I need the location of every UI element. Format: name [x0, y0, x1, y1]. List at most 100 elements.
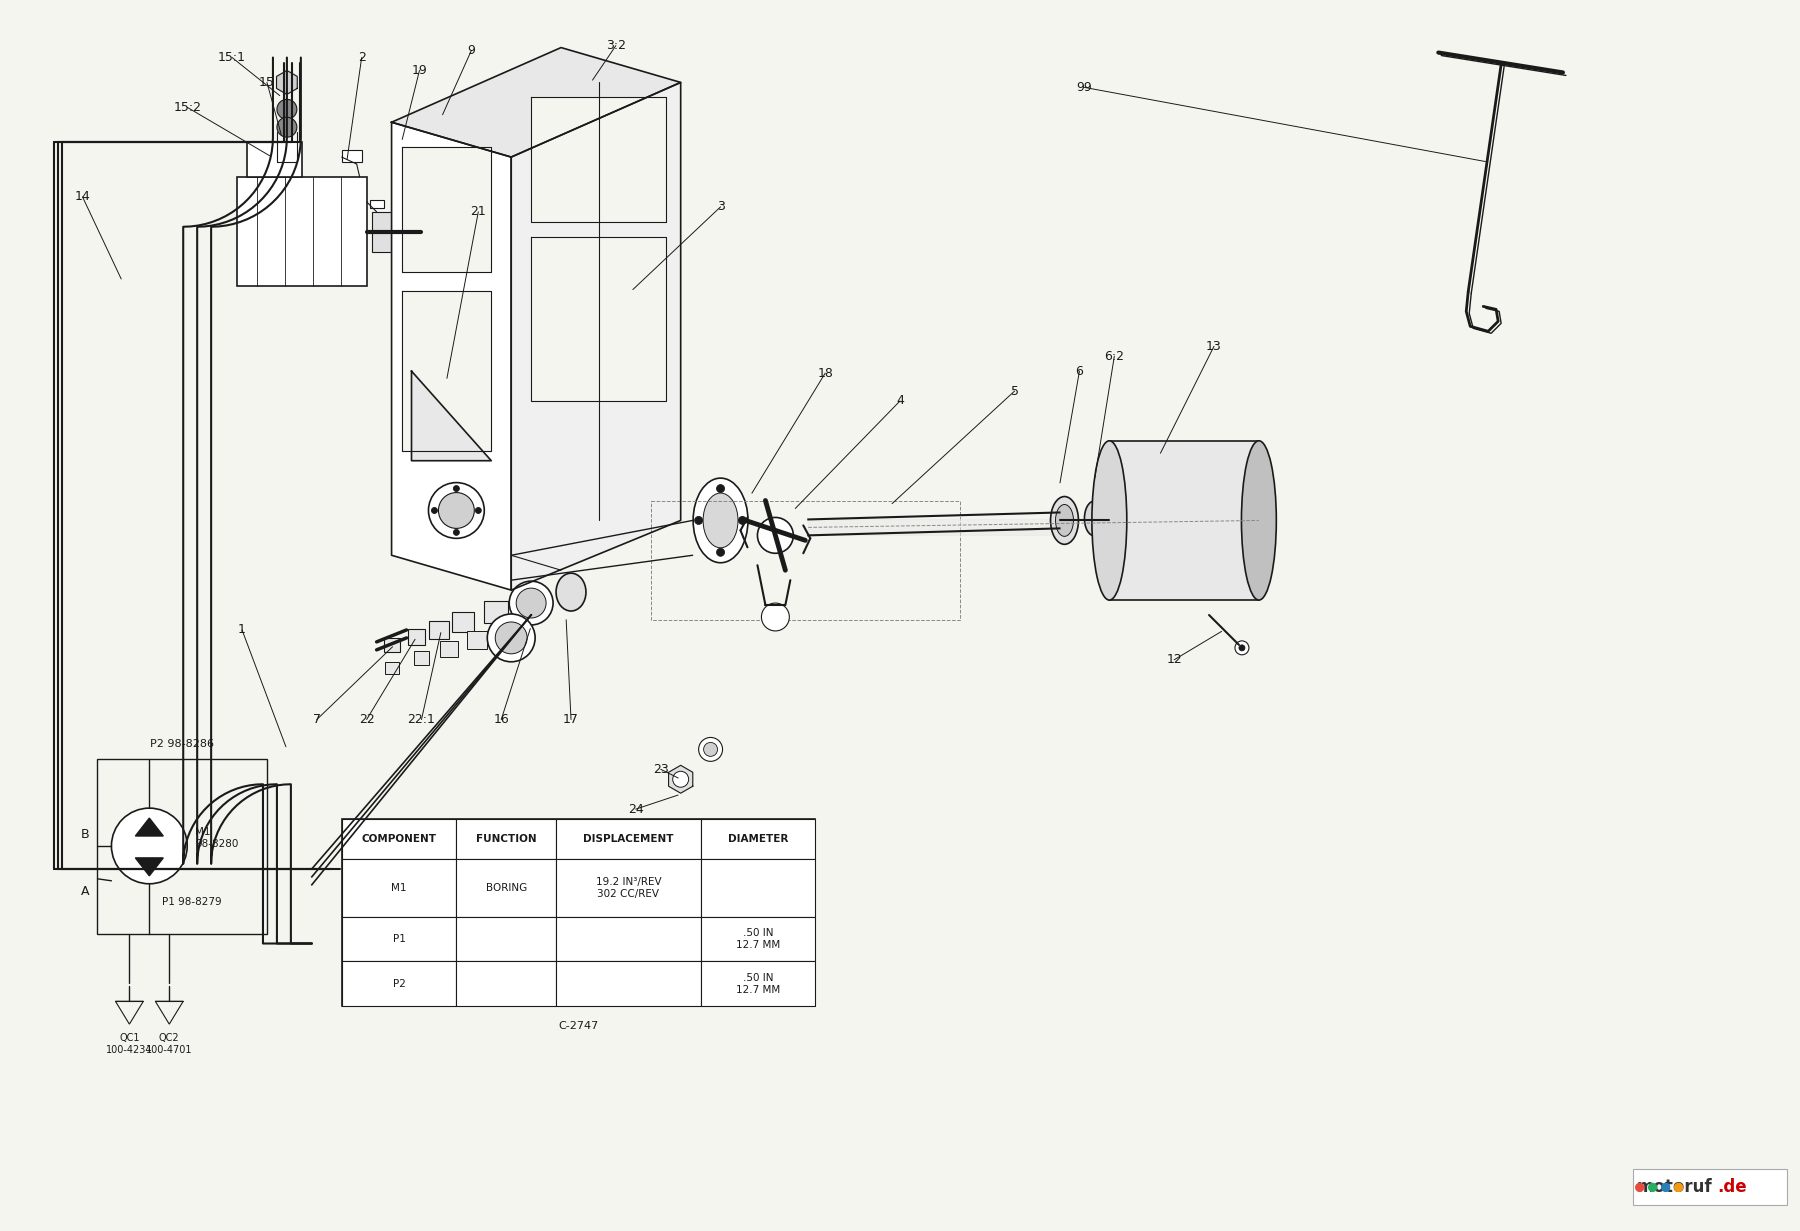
Circle shape	[761, 603, 790, 632]
Text: .50 IN
12.7 MM: .50 IN 12.7 MM	[736, 972, 779, 995]
Bar	[414, 651, 430, 665]
Bar	[556, 859, 700, 917]
Text: 18: 18	[817, 367, 833, 379]
Bar	[385, 662, 398, 673]
Bar	[700, 917, 815, 961]
Bar	[556, 961, 700, 1006]
Text: 14: 14	[74, 191, 90, 203]
Ellipse shape	[1055, 505, 1073, 537]
Text: COMPONENT: COMPONENT	[362, 833, 437, 844]
Text: C-2747: C-2747	[558, 1022, 599, 1032]
Bar	[342, 859, 457, 917]
Bar	[457, 859, 556, 917]
Bar	[468, 632, 488, 649]
Polygon shape	[392, 48, 680, 158]
Text: P1: P1	[392, 934, 405, 944]
Bar	[97, 760, 266, 933]
Circle shape	[1636, 1183, 1643, 1192]
Text: P1 98-8279: P1 98-8279	[162, 896, 221, 907]
Bar	[369, 199, 383, 208]
Text: 15: 15	[259, 76, 275, 89]
Circle shape	[1661, 1183, 1670, 1192]
Text: P2 98-8286: P2 98-8286	[149, 740, 214, 750]
Polygon shape	[531, 236, 666, 401]
Ellipse shape	[1242, 441, 1276, 599]
Bar	[518, 591, 544, 616]
Polygon shape	[531, 97, 666, 222]
Text: 15:2: 15:2	[173, 101, 202, 113]
Ellipse shape	[556, 574, 587, 611]
Bar	[441, 641, 459, 657]
Circle shape	[1674, 1183, 1683, 1192]
Polygon shape	[668, 766, 693, 793]
Bar	[700, 859, 815, 917]
Bar	[484, 601, 508, 623]
Text: DISPLACEMENT: DISPLACEMENT	[583, 833, 673, 844]
Text: A: A	[81, 885, 90, 899]
Text: 3:2: 3:2	[607, 39, 626, 52]
Polygon shape	[392, 122, 511, 590]
Text: 24: 24	[628, 803, 644, 816]
Text: 5: 5	[1010, 384, 1019, 398]
Circle shape	[758, 517, 794, 553]
Circle shape	[495, 622, 527, 654]
Polygon shape	[401, 292, 491, 451]
Circle shape	[439, 492, 475, 528]
Ellipse shape	[1084, 501, 1105, 535]
Text: M1
98-8280: M1 98-8280	[194, 827, 239, 849]
Circle shape	[432, 507, 437, 513]
Polygon shape	[401, 148, 491, 272]
Text: motoruf: motoruf	[1636, 1178, 1712, 1197]
Text: 6:2: 6:2	[1105, 350, 1125, 363]
Bar	[452, 612, 475, 632]
Polygon shape	[412, 371, 491, 460]
Polygon shape	[277, 70, 297, 95]
Circle shape	[1238, 645, 1246, 651]
Text: 15:1: 15:1	[218, 50, 247, 64]
Bar	[407, 629, 425, 645]
Ellipse shape	[1051, 496, 1078, 544]
Circle shape	[488, 614, 535, 662]
Text: QC1
100-4234: QC1 100-4234	[106, 1033, 153, 1055]
Bar	[342, 819, 457, 859]
Text: 19: 19	[412, 64, 427, 78]
Bar	[457, 819, 556, 859]
Text: 17: 17	[563, 713, 580, 726]
Bar	[371, 212, 392, 251]
Bar	[556, 917, 700, 961]
Bar	[457, 961, 556, 1006]
Text: .de: .de	[1717, 1178, 1748, 1197]
Circle shape	[738, 517, 747, 524]
Text: 9: 9	[468, 44, 475, 57]
Bar	[238, 177, 367, 287]
Circle shape	[1235, 641, 1249, 655]
Circle shape	[673, 772, 689, 787]
Bar	[247, 142, 302, 177]
Circle shape	[112, 808, 187, 884]
Circle shape	[695, 517, 702, 524]
Bar	[700, 961, 815, 1006]
Text: 4: 4	[896, 394, 904, 407]
Bar	[1633, 1169, 1787, 1205]
Text: 21: 21	[470, 206, 486, 218]
Text: 6: 6	[1076, 364, 1084, 378]
Text: 1: 1	[238, 623, 247, 636]
Bar	[383, 638, 400, 652]
Circle shape	[277, 100, 297, 119]
Circle shape	[277, 117, 297, 137]
Circle shape	[716, 548, 725, 556]
Text: P2: P2	[392, 979, 405, 988]
Text: BORING: BORING	[486, 883, 527, 892]
Text: 23: 23	[653, 763, 668, 776]
Circle shape	[716, 485, 725, 492]
Text: 22:1: 22:1	[407, 713, 436, 726]
Circle shape	[1649, 1183, 1656, 1192]
Text: DIAMETER: DIAMETER	[727, 833, 788, 844]
Text: 7: 7	[313, 713, 320, 726]
Polygon shape	[135, 819, 164, 836]
Text: 22: 22	[358, 713, 374, 726]
Ellipse shape	[704, 494, 738, 548]
Bar	[430, 620, 450, 639]
Polygon shape	[135, 858, 164, 875]
Circle shape	[509, 581, 553, 625]
